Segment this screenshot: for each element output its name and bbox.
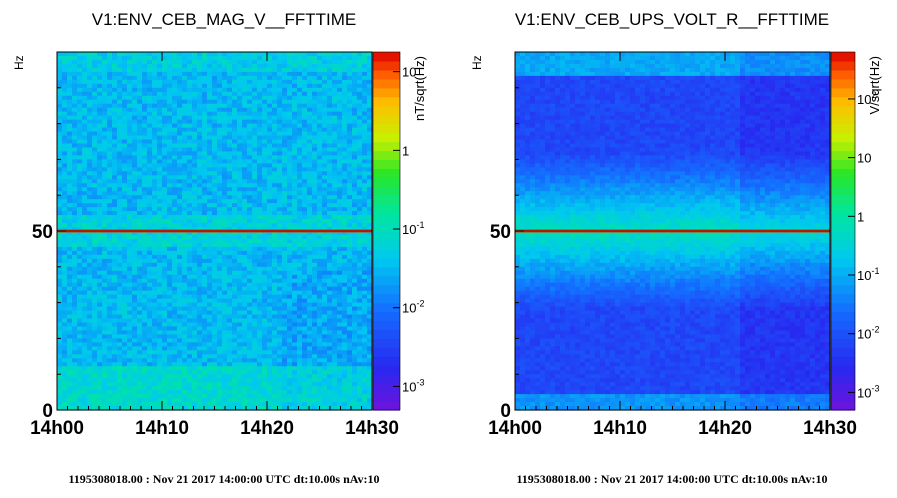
- color-scale-tick-label: 1: [857, 209, 864, 224]
- y-tick-label: 50: [490, 222, 511, 243]
- left-panel: V1:ENV_CEB_MAG_V__FFTTIME Hz 14h00 14h10 1…: [0, 0, 448, 498]
- x-tick-label: 14h20: [698, 418, 752, 439]
- y-tick-label: 50: [32, 222, 53, 243]
- spectrogram-field: [57, 52, 373, 411]
- right-footer-info: 1195308018.00 : Nov 21 2017 14:00:00 UTC…: [516, 472, 828, 486]
- x-tick-label: 14h00: [488, 418, 542, 439]
- x-tick-label: 14h10: [135, 418, 189, 439]
- color-scale-tick-label: 10-2: [857, 325, 879, 342]
- x-tick-label: 14h10: [593, 418, 647, 439]
- x-tick-label: 14h30: [803, 418, 857, 439]
- color-scale-tick-label: 10-3: [857, 383, 879, 400]
- color-scale-bar: [831, 52, 855, 411]
- x-tick-label: 14h20: [240, 418, 294, 439]
- y-tick-label: 0: [42, 401, 53, 422]
- color-scale-tick-label: 10-1: [402, 220, 424, 237]
- x-tick-label: 14h00: [30, 418, 84, 439]
- color-scale-tick-label: 10-3: [402, 377, 424, 394]
- color-scale-tick-label: 10-2: [402, 299, 424, 316]
- x-tick-label: 14h30: [345, 418, 399, 439]
- left-footer-info: 1195308018.00 : Nov 21 2017 14:00:00 UTC…: [68, 472, 380, 486]
- color-scale-tick-label: 1: [402, 143, 409, 158]
- color-scale-unit-label: nT/sqrt(Hz): [412, 56, 427, 121]
- color-scale-bar: [373, 52, 400, 411]
- spectrogram-field: [515, 52, 831, 411]
- color-scale-tick-label: 10: [402, 65, 416, 80]
- right-chart-title: V1:ENV_CEB_UPS_VOLT_R__FFTTIME: [514, 10, 830, 29]
- y-tick-label: 0: [500, 401, 511, 422]
- right-spectrogram: 14h00 14h10 14h20 14h3005010-310-210-111010…: [488, 51, 882, 439]
- color-scale-unit-label: V/sqrt(Hz): [867, 56, 882, 115]
- right-panel: V1:ENV_CEB_UPS_VOLT_R__FFTTIME Hz 14h00 1…: [448, 0, 896, 498]
- color-scale-tick-label: 10-1: [857, 266, 879, 283]
- left-spectrogram: 14h00 14h10 14h20 14h30 0 50 10-3 10-2 10-1 1 10nT…: [30, 51, 427, 439]
- color-scale-tick-label: 10: [857, 151, 871, 166]
- left-chart-title: V1:ENV_CEB_MAG_V__FFTTIME: [91, 10, 357, 29]
